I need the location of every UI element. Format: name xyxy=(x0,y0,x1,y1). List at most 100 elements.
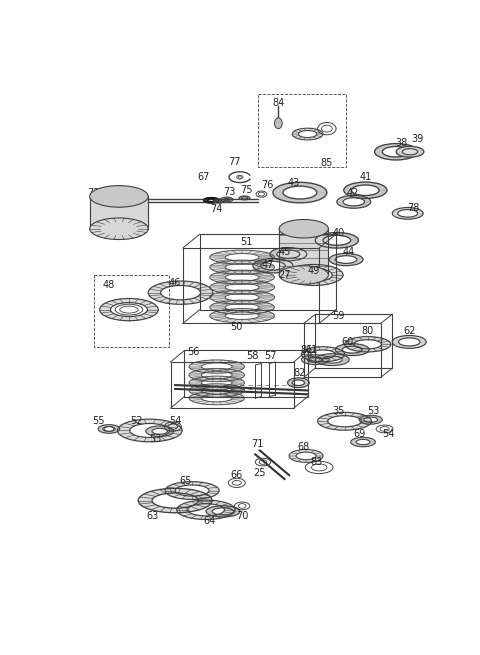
Text: 39: 39 xyxy=(411,134,423,143)
Text: 49: 49 xyxy=(308,266,320,276)
Text: 57: 57 xyxy=(264,351,277,361)
Polygon shape xyxy=(146,426,174,436)
Text: 70: 70 xyxy=(236,511,248,521)
Text: 50: 50 xyxy=(230,322,243,331)
Text: 44: 44 xyxy=(342,247,355,257)
Polygon shape xyxy=(90,196,148,229)
Polygon shape xyxy=(344,182,387,198)
Polygon shape xyxy=(253,259,293,273)
Text: 64: 64 xyxy=(203,516,215,527)
Text: 59: 59 xyxy=(332,310,345,321)
Polygon shape xyxy=(318,413,372,430)
Bar xyxy=(94,275,169,346)
Polygon shape xyxy=(210,280,275,294)
Ellipse shape xyxy=(279,266,328,284)
Polygon shape xyxy=(118,419,182,442)
Text: 58: 58 xyxy=(246,351,258,361)
Polygon shape xyxy=(189,392,244,405)
Text: 40: 40 xyxy=(332,227,345,238)
Text: 48: 48 xyxy=(103,280,115,290)
Bar xyxy=(315,314,392,368)
Polygon shape xyxy=(239,196,250,200)
Polygon shape xyxy=(285,265,343,286)
Ellipse shape xyxy=(396,146,424,157)
Text: 80: 80 xyxy=(361,326,374,336)
Text: 85: 85 xyxy=(321,159,333,168)
Text: 81: 81 xyxy=(300,345,312,354)
Text: 77: 77 xyxy=(228,157,240,167)
Polygon shape xyxy=(288,378,309,388)
Polygon shape xyxy=(351,438,375,447)
Polygon shape xyxy=(98,424,120,433)
Polygon shape xyxy=(392,208,423,219)
Text: 47: 47 xyxy=(262,260,274,270)
Polygon shape xyxy=(289,449,323,462)
Polygon shape xyxy=(337,195,371,208)
Polygon shape xyxy=(301,355,329,364)
Text: 54: 54 xyxy=(382,429,395,440)
Text: 82: 82 xyxy=(294,367,306,378)
Polygon shape xyxy=(210,250,275,265)
Polygon shape xyxy=(374,143,418,160)
Text: 84: 84 xyxy=(272,98,285,108)
Text: 72: 72 xyxy=(87,187,100,198)
Polygon shape xyxy=(292,128,323,140)
Text: 56: 56 xyxy=(188,347,200,357)
Text: 83: 83 xyxy=(311,457,323,467)
Polygon shape xyxy=(214,199,225,203)
Text: 35: 35 xyxy=(332,406,345,416)
Bar xyxy=(184,350,308,397)
Text: 54: 54 xyxy=(169,416,181,426)
Text: 38: 38 xyxy=(396,138,408,147)
Ellipse shape xyxy=(279,219,328,238)
Polygon shape xyxy=(177,500,235,519)
Polygon shape xyxy=(206,506,240,517)
Polygon shape xyxy=(315,233,359,248)
Text: 74: 74 xyxy=(211,204,223,214)
Text: 41: 41 xyxy=(359,172,372,182)
Text: 63: 63 xyxy=(146,511,158,521)
Polygon shape xyxy=(138,489,212,513)
Text: 43: 43 xyxy=(288,178,300,187)
Polygon shape xyxy=(189,368,244,382)
Text: 78: 78 xyxy=(408,203,420,213)
Polygon shape xyxy=(204,198,219,203)
Polygon shape xyxy=(329,253,363,266)
Bar xyxy=(304,324,381,377)
Polygon shape xyxy=(189,360,244,373)
Polygon shape xyxy=(336,344,369,356)
Text: 75: 75 xyxy=(240,185,252,195)
Polygon shape xyxy=(210,270,275,284)
Text: 42: 42 xyxy=(346,187,359,198)
Text: 53: 53 xyxy=(149,434,161,444)
Polygon shape xyxy=(189,384,244,397)
Text: 66: 66 xyxy=(230,470,243,480)
Polygon shape xyxy=(210,290,275,305)
Text: 46: 46 xyxy=(169,278,181,288)
Polygon shape xyxy=(273,182,327,203)
Polygon shape xyxy=(148,281,213,305)
Bar xyxy=(170,362,294,408)
Bar xyxy=(200,234,336,310)
Text: 69: 69 xyxy=(354,429,366,440)
Text: 67: 67 xyxy=(197,172,210,182)
Bar xyxy=(183,248,319,324)
Polygon shape xyxy=(315,354,349,365)
Polygon shape xyxy=(301,346,345,362)
Text: 76: 76 xyxy=(262,180,274,190)
Polygon shape xyxy=(345,337,391,352)
Ellipse shape xyxy=(402,149,418,155)
Text: 51: 51 xyxy=(240,237,252,247)
Polygon shape xyxy=(210,300,275,314)
Polygon shape xyxy=(359,415,382,424)
Text: 27: 27 xyxy=(278,270,291,280)
Bar xyxy=(258,94,346,167)
Polygon shape xyxy=(210,309,275,323)
Text: 60: 60 xyxy=(341,337,354,347)
Text: 61: 61 xyxy=(305,345,318,354)
Ellipse shape xyxy=(275,118,282,128)
Text: 53: 53 xyxy=(367,406,379,416)
Text: 68: 68 xyxy=(298,441,310,452)
Ellipse shape xyxy=(90,218,148,240)
Polygon shape xyxy=(165,481,219,500)
